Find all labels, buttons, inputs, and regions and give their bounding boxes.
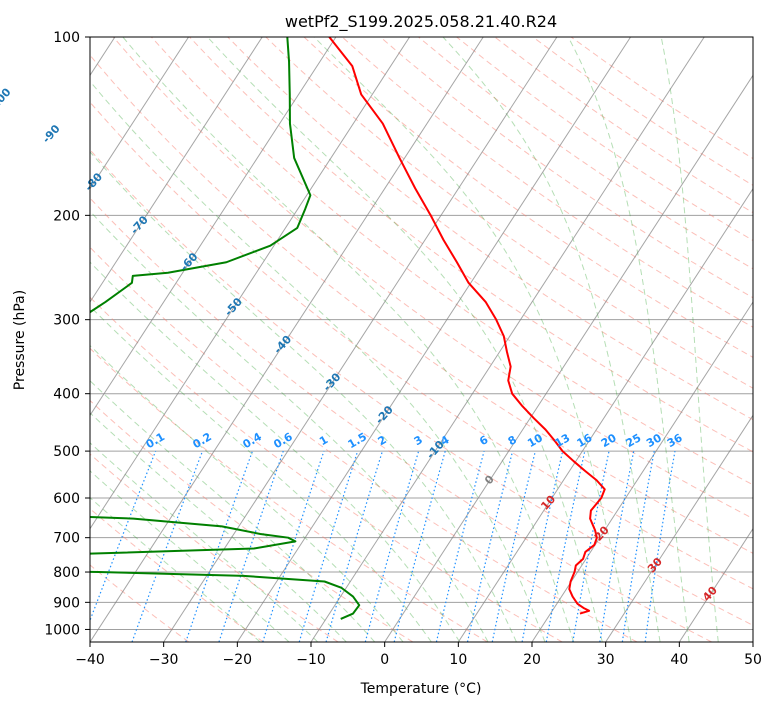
temperature-line — [328, 37, 606, 615]
dry-adiabat-line — [112, 37, 753, 520]
moist-adiabat-line — [90, 210, 489, 642]
plot-frame — [89, 36, 754, 643]
isotherm-line — [310, 37, 705, 642]
moist-adiabat-line — [90, 261, 461, 642]
isotherm-line — [384, 74, 753, 642]
mixing-ratio-line — [90, 450, 157, 623]
isotherm-label: -100 — [0, 85, 14, 114]
mixing-ratio-line — [364, 450, 420, 642]
isotherm-line — [90, 37, 190, 190]
isotherm-line — [236, 37, 632, 642]
moist-adiabat-line — [90, 442, 319, 642]
dewpoint-line — [90, 37, 361, 620]
x-tick-label: 10 — [449, 652, 467, 668]
mixing-ratio-line — [435, 450, 485, 642]
dry-adiabat-line — [90, 347, 488, 642]
dry-adiabat-line — [151, 37, 753, 486]
dry-adiabat-line — [341, 37, 753, 328]
x-axis-ticks: −40 −30 −20 −10 0 10 20 30 40 50 — [75, 642, 762, 668]
y-tick-label: 100 — [53, 30, 80, 46]
mixing-ratio-line — [131, 450, 204, 642]
background-reference-lines — [90, 37, 753, 642]
x-tick-label: 50 — [744, 652, 762, 668]
isotherm-line — [531, 301, 753, 642]
mixing-ratio-line — [491, 450, 536, 642]
y-tick-label: 900 — [53, 595, 80, 611]
x-axis-title: Temperature (°C) — [360, 681, 482, 697]
y-axis-ticks: 1000 900 800 700 600 500 400 300 200 100 — [44, 30, 90, 638]
mixing-ratio-line — [262, 450, 325, 642]
y-axis-title: Pressure (hPa) — [12, 290, 28, 390]
mixing-ratio-line — [644, 450, 676, 642]
y-tick-label: 300 — [53, 313, 80, 329]
dry-adiabat-line — [90, 197, 712, 642]
y-tick-label: 200 — [53, 208, 80, 224]
mixing-ratio-line — [466, 450, 514, 642]
moist-adiabat-line — [90, 470, 290, 642]
x-tick-label: 20 — [523, 652, 541, 668]
dry-adiabat-line — [265, 37, 753, 389]
y-tick-label: 400 — [53, 387, 80, 403]
dry-adiabat-line — [90, 508, 264, 642]
isotherm-line — [605, 414, 753, 642]
moist-adiabat-line — [207, 37, 603, 642]
dry-adiabat-line — [90, 296, 563, 642]
moist-adiabat-line — [122, 37, 575, 642]
moist-adiabat-line — [90, 412, 347, 642]
x-tick-label: 0 — [380, 652, 389, 668]
moist-adiabat-line — [90, 151, 517, 642]
isotherm-line — [90, 37, 263, 303]
isotherm-line — [90, 37, 337, 417]
dry-adiabat-line — [90, 246, 638, 642]
profile-lines — [90, 37, 606, 620]
x-tick-label: 30 — [597, 652, 615, 668]
y-tick-label: 600 — [53, 491, 80, 507]
moist-adiabat-line — [442, 37, 661, 642]
x-tick-label: −30 — [149, 652, 179, 668]
x-tick-label: −40 — [75, 652, 105, 668]
y-tick-label: 500 — [53, 444, 80, 460]
moist-adiabat-line — [660, 37, 719, 642]
y-tick-label: 700 — [53, 531, 80, 547]
mixing-ratio-line — [218, 450, 284, 642]
moist-adiabat-line — [90, 305, 432, 642]
isotherm-line — [678, 527, 753, 642]
dry-adiabat-line — [303, 37, 753, 358]
chart-title: wetPf2_S199.2025.058.21.40.R24 — [285, 12, 557, 32]
y-tick-label: 800 — [53, 565, 80, 581]
moist-adiabat-line — [90, 496, 261, 642]
moist-adiabat-line — [313, 37, 632, 642]
mixing-ratio-line — [393, 450, 446, 642]
mixing-ratio-line — [325, 450, 384, 642]
mixing-ratio-line — [298, 450, 359, 642]
isotherm-line — [90, 37, 484, 642]
moist-adiabat-line — [90, 344, 404, 642]
dry-adiabat-line — [90, 149, 753, 626]
isotherm-line — [90, 37, 411, 530]
dry-adiabat-line — [90, 101, 753, 590]
isotherm-label: -90 — [40, 122, 63, 146]
x-tick-label: −10 — [296, 652, 326, 668]
x-tick-label: 40 — [670, 652, 688, 668]
isotherm-line — [163, 37, 558, 642]
x-tick-label: −20 — [223, 652, 253, 668]
isotherm-line — [752, 641, 753, 642]
moist-adiabat-line — [90, 80, 546, 642]
isotherm-line — [457, 187, 753, 642]
y-tick-label: 1000 — [44, 622, 80, 638]
mixing-ratio-line — [185, 450, 254, 642]
moist-adiabat-line — [567, 37, 690, 642]
